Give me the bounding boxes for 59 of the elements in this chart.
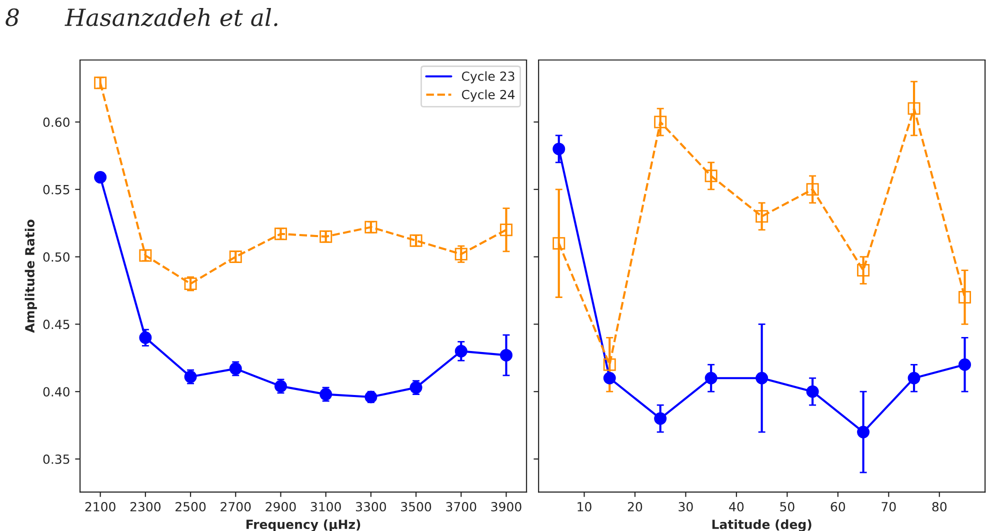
point	[958, 358, 972, 371]
x-tick-label: 70	[882, 502, 896, 512]
x-tick-label: 3300	[356, 502, 386, 512]
x-tick-label: 40	[729, 502, 744, 512]
point	[454, 248, 468, 260]
y-axis-title: Amplitude Ratio	[24, 220, 37, 333]
y-tick-label: 0.50	[43, 252, 70, 262]
x-tick-label: 2900	[266, 502, 296, 512]
point	[139, 331, 152, 344]
point	[857, 264, 870, 277]
point	[603, 372, 616, 384]
point	[704, 170, 718, 182]
x-tick-label: 2100	[85, 502, 116, 512]
y-tick-label: 0.60	[43, 117, 70, 127]
x-tick-label: 3900	[491, 502, 522, 512]
point	[552, 237, 566, 250]
point	[500, 224, 512, 236]
point	[704, 372, 718, 384]
point	[274, 380, 287, 392]
x-tick-label: 2700	[220, 502, 251, 512]
point	[654, 412, 667, 425]
x-tick-label: 80	[932, 502, 947, 512]
point	[320, 388, 332, 401]
point	[552, 142, 566, 156]
point	[94, 76, 107, 90]
y-tick-label: 0.35	[43, 454, 70, 464]
x-tick-label: 60	[830, 502, 846, 512]
point	[184, 370, 197, 384]
point	[454, 344, 468, 358]
x-tick-label: 10	[578, 502, 592, 512]
y-tick-label: 0.55	[43, 184, 70, 194]
x-tick-label: 3100	[310, 502, 341, 512]
y-tick-label: 0.45	[43, 320, 70, 330]
point	[857, 426, 870, 438]
legend-label: Cycle 23	[462, 71, 514, 84]
point	[756, 210, 768, 223]
point	[806, 385, 819, 398]
x-tick-label: 2300	[130, 502, 161, 512]
point	[908, 372, 920, 384]
text: 8 Hasanzadeh et al.	[6, 8, 278, 27]
point	[94, 171, 107, 184]
point	[756, 372, 768, 384]
x-tick-label: 20	[628, 502, 642, 512]
point	[500, 348, 512, 362]
point	[229, 250, 242, 264]
x-tick-label: 2500	[176, 502, 206, 512]
x-tick-label: 3700	[446, 502, 476, 512]
point	[958, 290, 972, 304]
y-tick-label: 0.40	[43, 387, 70, 397]
legend-label: Cycle 24	[462, 90, 515, 102]
x-tick-label: 30	[678, 502, 693, 512]
point	[320, 230, 332, 243]
point	[654, 116, 667, 128]
x-tick-label: 50	[780, 502, 794, 512]
point	[603, 358, 616, 371]
point	[274, 228, 287, 240]
point	[806, 183, 819, 196]
x-tick-label: 3500	[401, 502, 432, 512]
point	[908, 102, 920, 115]
